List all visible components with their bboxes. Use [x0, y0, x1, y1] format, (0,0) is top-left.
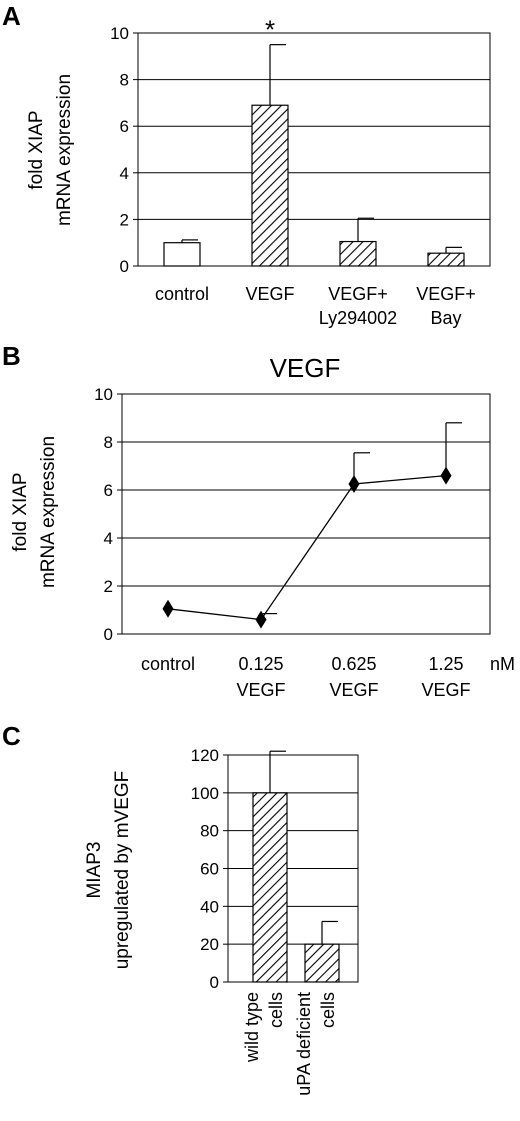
- panel-a-y-ticks: 0 2 4 6 8 10: [110, 24, 138, 276]
- a-category-label: Ly294002: [319, 308, 397, 328]
- panel-b-y-label: fold XIAP mRNA expression: [10, 436, 59, 588]
- a-tick-label: 4: [120, 164, 129, 183]
- a-tick-label: 2: [120, 210, 129, 229]
- b-y-label-line: mRNA expression: [38, 436, 59, 588]
- b-tick-label: 4: [104, 529, 113, 548]
- c-tick-label: 80: [200, 822, 219, 841]
- panel-a-bars: *: [163, 15, 465, 267]
- panel-a-categories: control VEGF VEGF+ Ly294002 VEGF+ Bay: [155, 284, 476, 328]
- panel-c-letter: C: [2, 721, 21, 751]
- panel-b-series-line: [167, 474, 447, 621]
- b-y-label-line: fold XIAP: [10, 472, 31, 551]
- b-tick-label: 0: [104, 625, 113, 644]
- panel-b-diamond-marker: [348, 475, 360, 493]
- a-tick-label: 8: [120, 71, 129, 90]
- panel-b-y-ticks: 0 2 4 6 8 10: [94, 385, 122, 644]
- b-tick-label: 6: [104, 481, 113, 500]
- a-tick-label: 10: [110, 24, 129, 43]
- panel-a: A 0 2 4 6 8 10 * control VEGF VEGF+ Ly294002 VEGF…: [2, 1, 491, 328]
- b-category-label: 1.25: [428, 654, 463, 674]
- b-tick-label: 10: [94, 385, 113, 404]
- panel-b-diamond-marker: [162, 599, 174, 618]
- c-category-label: cells: [266, 992, 286, 1028]
- b-category-label: VEGF: [236, 680, 285, 700]
- a-tick-label: 6: [120, 117, 129, 136]
- panel-b-diamond-marker: [440, 466, 452, 485]
- b-category-label: VEGF: [421, 680, 470, 700]
- a-y-label-line: fold XIAP: [26, 110, 47, 189]
- c-y-label-line: MIAP3: [84, 841, 105, 898]
- a-category-label: VEGF+: [416, 284, 476, 304]
- b-tick-label: 2: [104, 577, 113, 596]
- panel-c-categories: wild type cells uPA deficient cells: [242, 992, 338, 1096]
- c-tick-label: 20: [200, 935, 219, 954]
- panel-b-title: VEGF: [270, 353, 341, 383]
- b-category-label: 0.625: [331, 654, 376, 674]
- panel-c-bars: [252, 750, 340, 983]
- c-tick-label: 40: [200, 897, 219, 916]
- panel-b-letter: B: [2, 341, 21, 371]
- c-tick-label: 0: [210, 973, 219, 992]
- c-y-label-line: upregulated by mVEGF: [112, 771, 133, 970]
- panel-b-unit-label: nM: [490, 654, 515, 674]
- b-tick-label: 8: [104, 433, 113, 452]
- panel-c-y-ticks: 0 20 40 60 80 100 120: [191, 746, 228, 992]
- a-y-label-line: mRNA expression: [54, 74, 75, 226]
- panel-b: B VEGF 0 2 4 6 8 10 control 0.125 VEGF 0.625 VEGF…: [2, 341, 515, 700]
- panel-b-categories: control 0.125 VEGF 0.625 VEGF 1.25 VEGF: [141, 654, 471, 700]
- panel-a-bar: [163, 242, 201, 267]
- b-category-label: 0.125: [238, 654, 283, 674]
- b-category-label: control: [141, 654, 195, 674]
- panel-b-diamond-marker: [255, 610, 267, 629]
- a-category-label: control: [155, 284, 209, 304]
- panel-a-grid: [137, 32, 491, 267]
- b-category-label: VEGF: [329, 680, 378, 700]
- c-tick-label: 100: [191, 784, 219, 803]
- a-tick-label: 0: [120, 257, 129, 276]
- panel-c-bar: [252, 792, 288, 983]
- a-plot-frame: [137, 32, 491, 267]
- panel-b-grid: [121, 393, 491, 635]
- c-category-label: cells: [318, 992, 338, 1028]
- a-category-label: Bay: [430, 308, 461, 328]
- panel-a-letter: A: [2, 1, 21, 31]
- panel-c-grid: [227, 754, 359, 983]
- panel-a-y-label: fold XIAP mRNA expression: [26, 74, 75, 226]
- a-category-label: VEGF: [245, 284, 294, 304]
- a-category-label: VEGF+: [328, 284, 388, 304]
- b-plot-frame: [121, 393, 491, 635]
- panel-a-bar: [339, 240, 377, 267]
- c-tick-label: 120: [191, 746, 219, 765]
- c-category-label: uPA deficient: [294, 992, 314, 1096]
- panel-a-significance-marker: *: [265, 15, 275, 45]
- panel-a-bar: [427, 252, 465, 267]
- panel-c-y-label: MIAP3 upregulated by mVEGF: [84, 771, 133, 970]
- panel-a-bar: [251, 104, 289, 267]
- c-tick-label: 60: [200, 860, 219, 879]
- panel-c-bar: [304, 943, 340, 983]
- panel-b-series: [162, 422, 462, 629]
- c-category-label: wild type: [242, 992, 262, 1063]
